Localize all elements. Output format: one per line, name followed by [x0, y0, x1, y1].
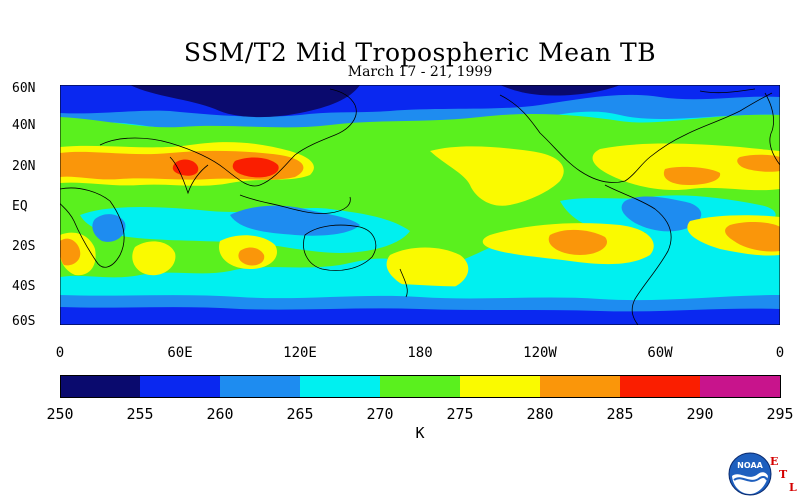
colorbar-swatch-280-285	[540, 375, 620, 398]
coast-seasia	[239, 194, 351, 214]
colorbar-tick-275: 275	[446, 405, 474, 423]
colorbar-frame	[60, 375, 781, 398]
coast-europe	[764, 92, 780, 166]
coastlines	[60, 88, 780, 325]
colorbar-tick-265: 265	[286, 405, 314, 423]
colorbar-swatch-275-280	[460, 375, 540, 398]
colorbar-swatch-250-255	[60, 375, 140, 398]
colorbar	[60, 375, 781, 398]
lat-label-40s: 40S	[12, 279, 36, 294]
band-275-pacific	[430, 146, 564, 206]
coast-samerica	[604, 184, 672, 325]
band-280-atl	[663, 166, 721, 185]
coast-namerica	[499, 92, 773, 183]
band-260-samerica	[621, 196, 702, 232]
coast-india	[169, 156, 209, 195]
colorbar-tick-250: 250	[46, 405, 74, 423]
lat-label-20n: 20N	[12, 159, 36, 174]
colorbar-swatch-260-265	[220, 375, 300, 398]
colorbar-swatch-270-275	[380, 375, 460, 398]
temperature-map	[60, 85, 780, 325]
etl-letter-e: E	[770, 455, 779, 468]
band-s-255	[60, 307, 780, 325]
lat-label-60n: 60N	[12, 81, 36, 96]
coast-australia	[303, 224, 377, 271]
lon-label-0-left: 0	[55, 345, 65, 361]
colorbar-tick-290: 290	[686, 405, 714, 423]
colorbar-unit: K	[415, 424, 425, 442]
lat-label-60s: 60S	[12, 314, 36, 329]
colorbar-tick-255: 255	[126, 405, 154, 423]
lat-label-eq: EQ	[12, 199, 28, 214]
band-260-indo	[230, 205, 360, 236]
etl-letter-l: L	[789, 481, 797, 494]
band-280-saus	[238, 247, 265, 266]
band-280-satl	[725, 221, 780, 252]
colorbar-swatch-255-260	[140, 375, 220, 398]
colorbar-tick-280: 280	[526, 405, 554, 423]
coast-africa	[60, 187, 125, 268]
band-275-atlantic	[592, 143, 780, 191]
band-280-sam	[548, 229, 608, 255]
noaa-logo: NOAA	[728, 452, 772, 496]
colorbar-tick-285: 285	[606, 405, 634, 423]
etl-letter-t: T	[779, 468, 788, 481]
colorbar-swatch-265-270	[300, 375, 380, 398]
lon-label-120w: 120W	[523, 345, 557, 361]
noaa-logo-text: NOAA	[737, 461, 763, 470]
band-275-sindian	[132, 241, 176, 276]
band-275-spacific	[386, 247, 469, 292]
colorbar-swatch-290-295	[700, 375, 780, 398]
lon-label-180: 180	[407, 345, 433, 361]
map-subtitle: March 17 - 21, 1999	[347, 64, 493, 80]
colorbar-tick-270: 270	[366, 405, 394, 423]
lon-label-120e: 120E	[283, 345, 317, 361]
colorbar-tick-295: 295	[766, 405, 794, 423]
lon-label-60w: 60W	[647, 345, 673, 361]
coast-eurasia	[99, 88, 357, 187]
band-280-safr	[60, 238, 81, 266]
coast-greenland	[699, 88, 756, 94]
coast-nz	[399, 268, 408, 298]
lat-label-40n: 40N	[12, 118, 36, 133]
lon-label-60e: 60E	[167, 345, 193, 361]
lat-label-20s: 20S	[12, 239, 36, 254]
colorbar-swatch-285-290	[620, 375, 700, 398]
band-260-africa	[92, 214, 126, 242]
band-280-cpac	[737, 154, 780, 172]
band-285-china	[232, 157, 279, 178]
band-n-250-b	[500, 85, 620, 96]
band-n-250	[130, 85, 360, 118]
map-title: SSM/T2 Mid Tropospheric Mean TB	[183, 38, 657, 67]
colorbar-tick-260: 260	[206, 405, 234, 423]
lon-label-0-right: 0	[775, 345, 785, 361]
